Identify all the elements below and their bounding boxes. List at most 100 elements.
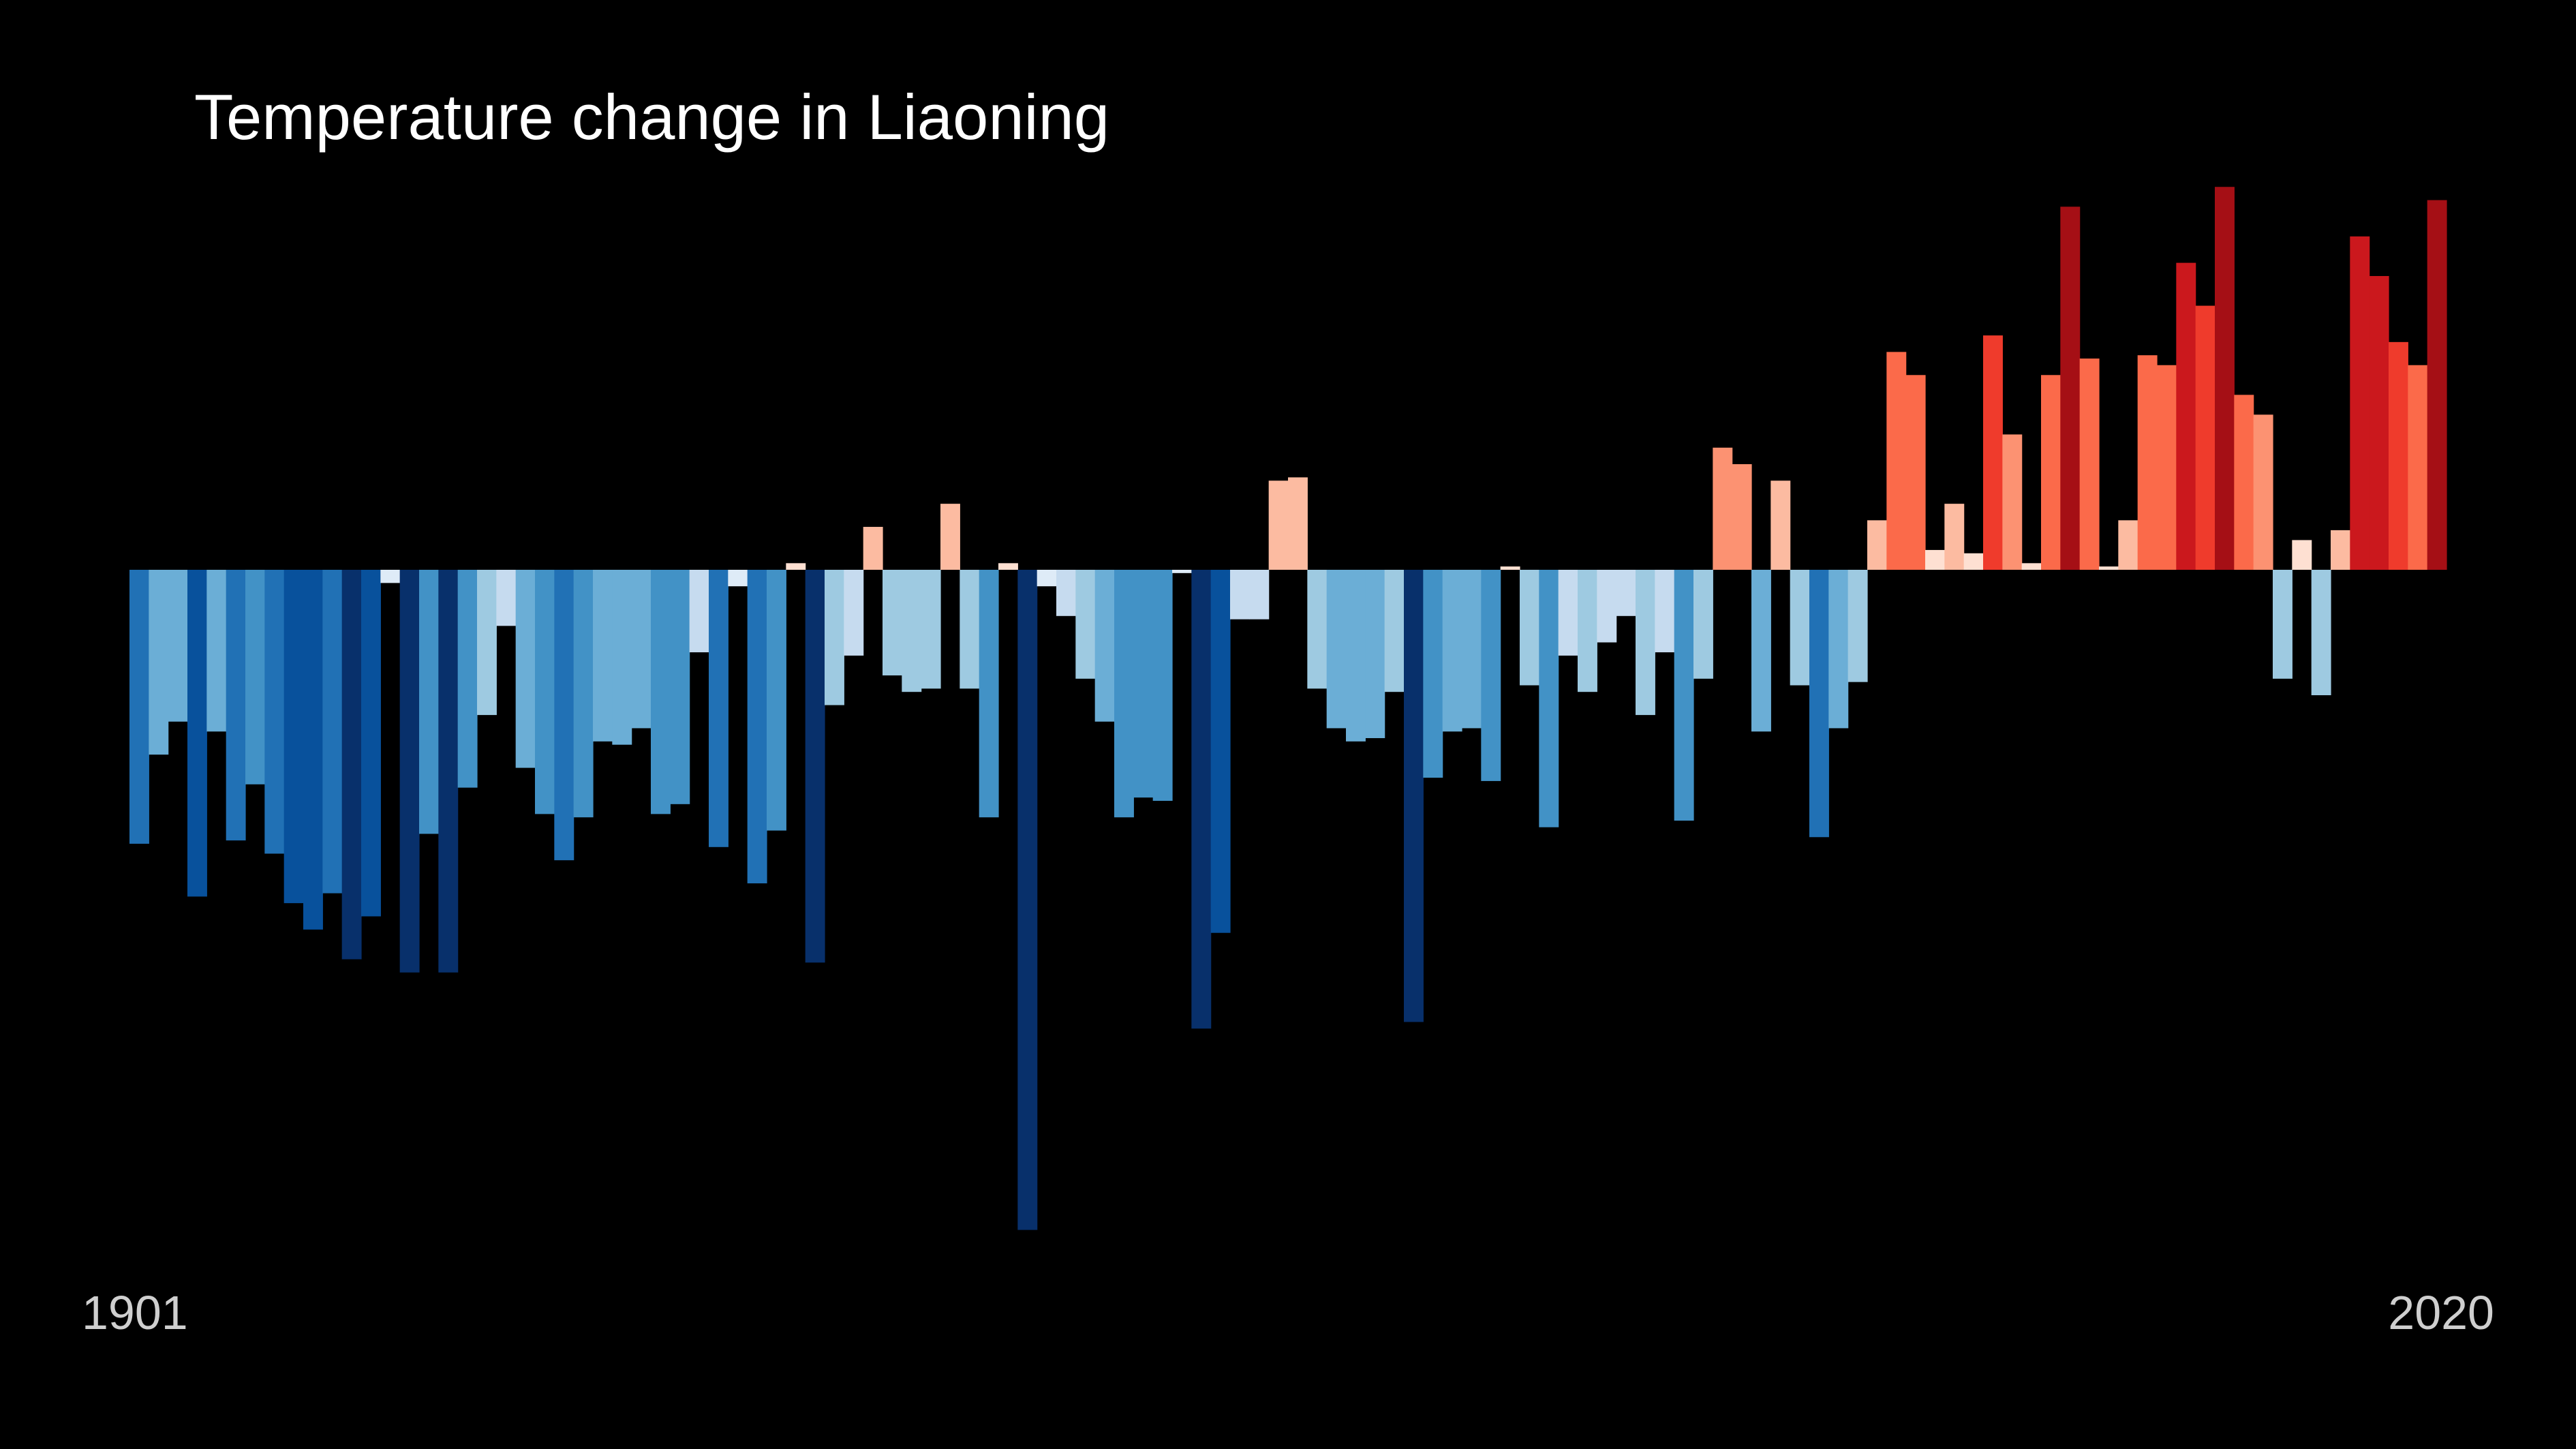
bar-1968 [1423, 570, 1443, 778]
bar-1918 [457, 570, 478, 788]
bar-1980 [1655, 570, 1675, 653]
bar-2000 [2041, 375, 2061, 570]
bar-1901 [129, 570, 149, 844]
bar-1990 [1847, 570, 1868, 682]
bar-2017 [2369, 275, 2389, 570]
bar-1931 [709, 570, 729, 847]
bar-1988 [1809, 570, 1829, 838]
bar-1926 [612, 570, 632, 745]
bar-1907 [245, 570, 265, 784]
bar-1976 [1578, 570, 1597, 692]
bar-1955 [1172, 570, 1192, 573]
bar-1962 [1307, 570, 1328, 689]
bar-1970 [1462, 570, 1482, 729]
bar-1975 [1558, 570, 1578, 656]
bar-2010 [2234, 395, 2254, 570]
bar-1958 [1230, 570, 1250, 620]
bar-1989 [1828, 570, 1849, 729]
bar-1908 [264, 570, 285, 854]
bar-1953 [1133, 570, 1154, 798]
bar-2007 [2176, 262, 2196, 570]
bar-1960 [1268, 481, 1289, 570]
bar-1943 [940, 504, 960, 570]
bar-2019 [2408, 365, 2428, 570]
bar-1913 [361, 570, 381, 917]
bar-1929 [670, 570, 690, 804]
bar-1905 [206, 570, 227, 732]
bars-group [129, 187, 2447, 1230]
bar-1974 [1539, 570, 1559, 827]
bar-2011 [2253, 414, 2273, 570]
bar-1921 [515, 570, 536, 768]
bar-2009 [2215, 187, 2235, 570]
bar-1963 [1326, 570, 1347, 729]
bar-1920 [496, 570, 517, 626]
bar-2018 [2389, 341, 2408, 570]
bar-2013 [2292, 540, 2312, 570]
bar-2014 [2311, 570, 2331, 696]
bar-2004 [2118, 520, 2138, 570]
bar-1966 [1384, 570, 1405, 692]
bar-1902 [149, 570, 169, 755]
bar-1947 [1017, 570, 1038, 1230]
bar-1996 [1963, 553, 1984, 570]
bar-2020 [2427, 200, 2447, 570]
bar-1904 [187, 570, 207, 897]
bar-1952 [1114, 570, 1134, 818]
bar-1940 [883, 570, 902, 675]
bar-1917 [438, 570, 459, 973]
bar-1910 [303, 570, 323, 930]
bar-2003 [2099, 566, 2119, 570]
bar-1977 [1597, 570, 1617, 643]
bar-1911 [322, 570, 343, 894]
bar-2012 [2273, 570, 2293, 679]
bar-1934 [767, 570, 786, 831]
bar-1950 [1075, 570, 1096, 679]
bar-1933 [747, 570, 767, 884]
bar-1995 [1944, 504, 1965, 570]
bar-2002 [2079, 359, 2100, 570]
bar-1941 [902, 570, 922, 692]
bar-1991 [1867, 520, 1887, 570]
bar-2008 [2195, 305, 2215, 570]
bar-1998 [2002, 434, 2023, 570]
bar-2015 [2331, 530, 2350, 570]
bar-1957 [1210, 570, 1231, 933]
bar-1978 [1616, 570, 1636, 616]
bar-1906 [226, 570, 246, 841]
bar-1973 [1520, 570, 1539, 686]
bar-1945 [979, 570, 999, 818]
bar-1969 [1442, 570, 1462, 732]
bar-1997 [1983, 335, 2003, 570]
bar-1948 [1037, 570, 1057, 587]
bar-1916 [419, 570, 439, 834]
bar-1987 [1790, 570, 1810, 686]
bar-1985 [1751, 570, 1771, 732]
bar-1965 [1365, 570, 1385, 738]
bar-1935 [786, 563, 806, 570]
bar-1924 [573, 570, 594, 818]
bar-1928 [651, 570, 671, 814]
bar-1939 [863, 527, 883, 570]
bar-1936 [805, 570, 825, 963]
bar-1944 [960, 570, 980, 689]
chart-title: Temperature change in Liaoning [194, 81, 1109, 153]
bar-1949 [1056, 570, 1076, 616]
bar-1927 [631, 570, 651, 729]
bar-2005 [2137, 355, 2158, 570]
bar-1942 [921, 570, 941, 689]
bar-1914 [380, 570, 401, 583]
bar-1925 [593, 570, 613, 742]
bar-1986 [1770, 481, 1791, 570]
end-year-label: 2020 [2388, 1286, 2494, 1339]
bar-2001 [2060, 207, 2081, 570]
bar-1981 [1674, 570, 1694, 821]
bar-1959 [1249, 570, 1270, 620]
bar-1971 [1481, 570, 1501, 781]
bar-1932 [728, 570, 748, 587]
bar-1909 [283, 570, 304, 904]
bar-1956 [1191, 570, 1212, 1029]
bar-1922 [535, 570, 555, 814]
